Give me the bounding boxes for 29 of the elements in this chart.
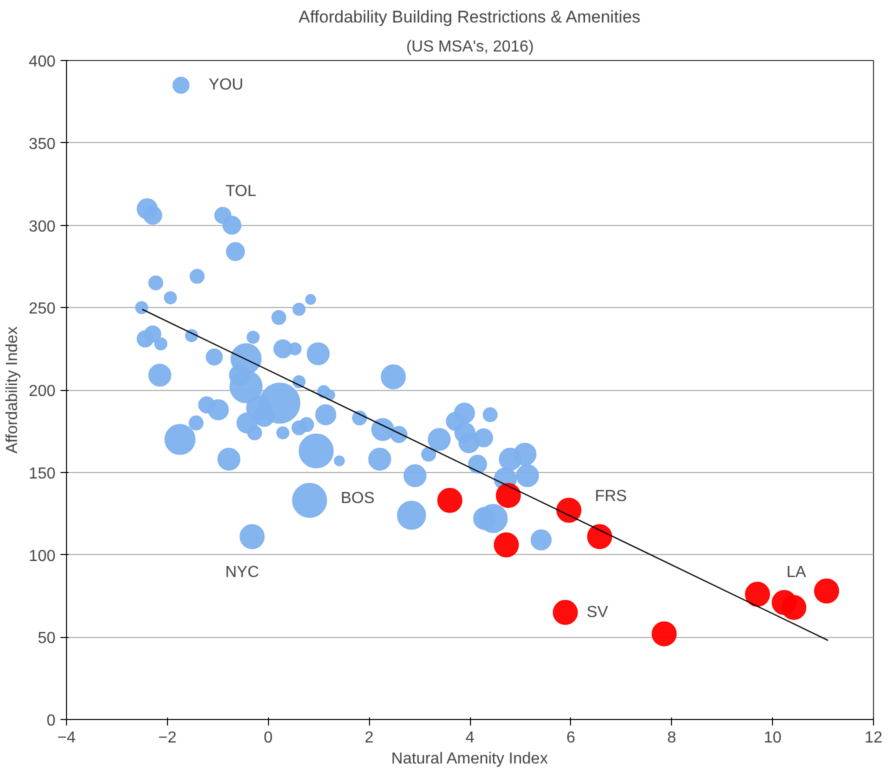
x-tick-label: 4 bbox=[466, 730, 475, 746]
y-tick-label: 0 bbox=[46, 712, 56, 730]
annotation: TOL bbox=[225, 182, 256, 200]
x-tick-label: 10 bbox=[764, 730, 782, 746]
y-tick-label: 350 bbox=[28, 136, 56, 153]
x-tick-label: 0 bbox=[264, 730, 273, 746]
y-tick-label: 100 bbox=[28, 548, 56, 565]
x-tick-label: 6 bbox=[566, 730, 576, 746]
y-tick-label: 200 bbox=[28, 383, 56, 400]
chart-title: Affordability Building Restrictions & Amenities bbox=[298, 8, 640, 26]
chart-subtitle: (US MSA's, 2016) bbox=[406, 38, 534, 56]
x-axis-title: Natural Amenity Index bbox=[391, 750, 548, 768]
y-axis-title: Affordability Index bbox=[4, 326, 21, 454]
annotation: YOU bbox=[208, 76, 244, 94]
annotation: BOS bbox=[340, 490, 375, 507]
y-tick-label: 300 bbox=[28, 218, 56, 236]
x-tick-label: 2 bbox=[364, 730, 374, 746]
annotation: NYC bbox=[225, 564, 259, 582]
y-tick-label: 50 bbox=[38, 630, 56, 648]
x-tick-label: 8 bbox=[667, 730, 676, 746]
x-tick-label: 12 bbox=[864, 730, 882, 746]
annotation: SV bbox=[586, 604, 608, 621]
x-tick-label: −4 bbox=[57, 730, 76, 746]
y-tick-label: 250 bbox=[28, 300, 56, 318]
y-tick-label: 400 bbox=[28, 54, 56, 70]
annotation: LA bbox=[786, 564, 806, 582]
annotation: FRS bbox=[594, 488, 627, 505]
x-tick-label: −2 bbox=[158, 730, 177, 746]
y-tick-label: 150 bbox=[28, 465, 56, 482]
